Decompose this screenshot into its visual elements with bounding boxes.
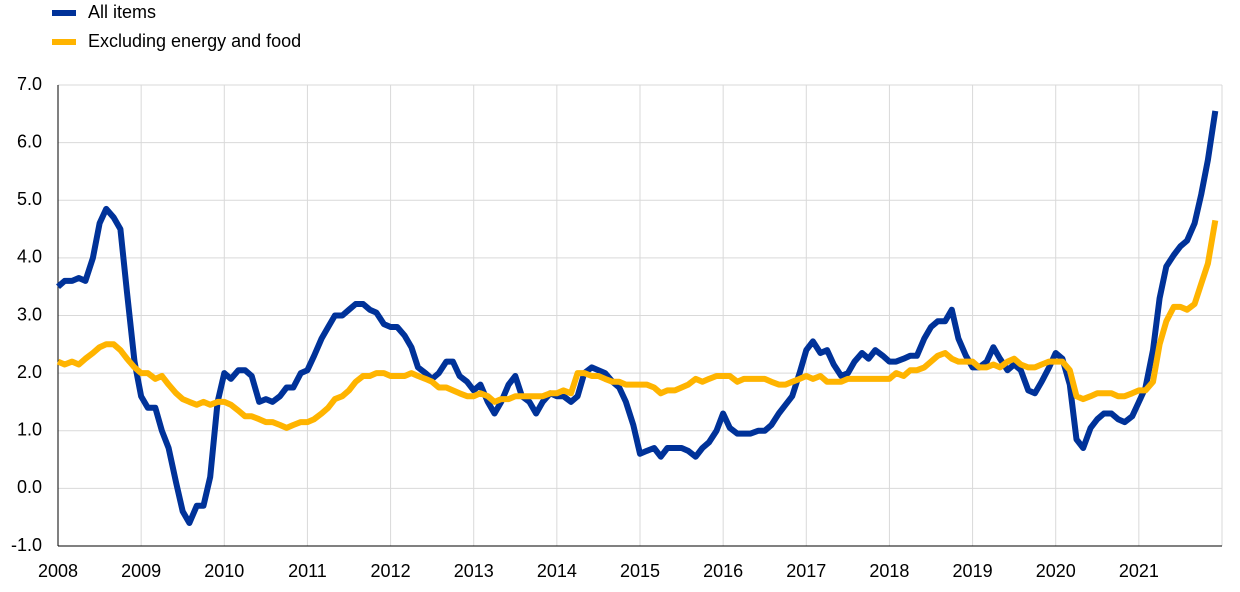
legend-label: All items bbox=[88, 2, 156, 22]
series-line bbox=[56, 219, 1219, 431]
y-tick-label: 6.0 bbox=[17, 131, 42, 151]
y-tick-label: 2.0 bbox=[17, 362, 42, 382]
legend-label: Excluding energy and food bbox=[88, 31, 301, 51]
y-tick-label: 1.0 bbox=[17, 420, 42, 440]
x-tick-label: 2021 bbox=[1119, 561, 1159, 581]
y-tick-label: 5.0 bbox=[17, 189, 42, 209]
x-tick-label: 2020 bbox=[1036, 561, 1076, 581]
x-tick-label: 2012 bbox=[371, 561, 411, 581]
y-tick-label: 4.0 bbox=[17, 247, 42, 267]
y-tick-label: 0.0 bbox=[17, 477, 42, 497]
x-tick-label: 2011 bbox=[288, 561, 327, 581]
x-tick-label: 2010 bbox=[204, 561, 244, 581]
series-line bbox=[56, 110, 1219, 526]
y-tick-label: 7.0 bbox=[17, 74, 42, 94]
x-tick-label: 2017 bbox=[786, 561, 826, 581]
x-tick-label: 2008 bbox=[38, 561, 78, 581]
x-tick-label: 2009 bbox=[121, 561, 161, 581]
y-tick-label: 3.0 bbox=[17, 304, 42, 324]
x-tick-label: 2013 bbox=[454, 561, 494, 581]
x-tick-label: 2014 bbox=[537, 561, 577, 581]
x-tick-label: 2016 bbox=[703, 561, 743, 581]
x-tick-label: 2018 bbox=[869, 561, 909, 581]
x-tick-label: 2019 bbox=[953, 561, 993, 581]
y-tick-label: -1.0 bbox=[11, 535, 42, 555]
x-tick-label: 2015 bbox=[620, 561, 660, 581]
